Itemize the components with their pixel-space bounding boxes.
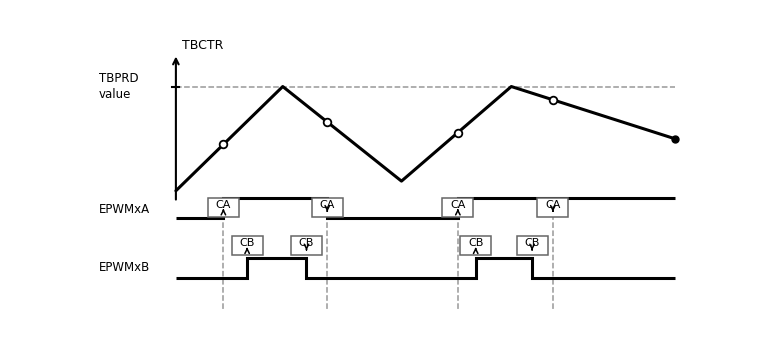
Text: CA: CA — [319, 200, 335, 210]
Text: CB: CB — [525, 238, 540, 249]
Bar — [291, 236, 322, 256]
Bar — [312, 198, 342, 217]
Text: CA: CA — [545, 200, 561, 210]
Bar — [231, 236, 263, 256]
Text: EPWMxB: EPWMxB — [99, 261, 150, 274]
Text: TBCTR: TBCTR — [182, 39, 223, 52]
Bar — [516, 236, 548, 256]
Text: CA: CA — [216, 200, 231, 210]
Text: CB: CB — [240, 238, 255, 249]
Bar — [208, 198, 239, 217]
Text: CA: CA — [450, 200, 466, 210]
Text: EPWMxA: EPWMxA — [99, 203, 150, 216]
Text: TBPRD
value: TBPRD value — [99, 72, 139, 101]
Bar — [443, 198, 473, 217]
Bar — [460, 236, 491, 256]
Bar — [538, 198, 568, 217]
Text: CB: CB — [468, 238, 483, 249]
Text: CB: CB — [299, 238, 314, 249]
